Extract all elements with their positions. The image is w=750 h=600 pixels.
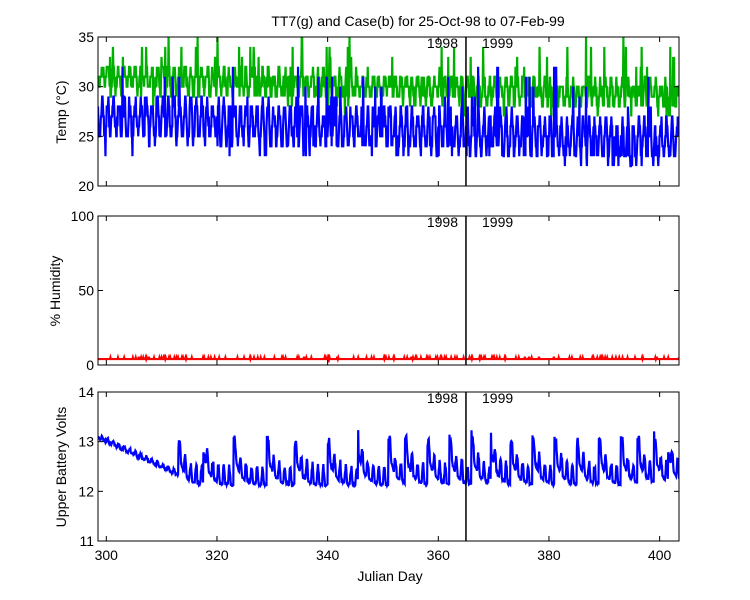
- chart-title: TT7(g) and Case(b) for 25-Oct-98 to 07-F…: [271, 13, 565, 29]
- y-tick-label: 30: [78, 79, 94, 95]
- x-tick-labels: 300 320 340 360 380 400: [95, 547, 672, 563]
- year-label-1998: 1998: [427, 214, 458, 230]
- temp-y-ticks: 20 25 30 35: [78, 29, 679, 194]
- temp-panel: 20 25 30 35 Temp (°C) 1998 1999: [53, 29, 680, 194]
- temp-plot-area: [98, 37, 679, 168]
- temp-y-label: Temp (°C): [53, 80, 69, 143]
- year-label-1999: 1999: [482, 214, 513, 230]
- battery-y-label: Upper Battery Volts: [53, 407, 69, 528]
- series-line: [98, 37, 679, 117]
- temp-axes-frame: [97, 36, 680, 187]
- x-axis-label: Julian Day: [357, 568, 422, 584]
- series-line: [98, 430, 679, 490]
- humidity-plot-area: [98, 353, 679, 364]
- y-tick-label: 11: [79, 533, 94, 549]
- battery-x-ticks: [105, 392, 661, 541]
- y-tick-label: 35: [78, 29, 94, 45]
- humidity-y-label: % Humidity: [47, 256, 63, 327]
- series-line: [98, 353, 679, 364]
- x-tick-label: 320: [205, 547, 229, 563]
- humidity-x-ticks: [105, 216, 661, 365]
- year-label-1999: 1999: [482, 390, 513, 406]
- y-tick-label: 13: [78, 434, 94, 450]
- y-tick-label: 20: [78, 178, 94, 194]
- y-tick-label: 50: [78, 283, 94, 299]
- y-tick-label: 14: [78, 384, 94, 400]
- battery-y-ticks: 11 12 13 14: [78, 384, 679, 549]
- humidity-panel: 0 50 100 % Humidity 1998 1999: [47, 208, 680, 373]
- x-tick-label: 400: [648, 547, 672, 563]
- y-tick-label: 12: [78, 483, 94, 499]
- x-tick-label: 360: [427, 547, 451, 563]
- x-tick-label: 300: [95, 547, 119, 563]
- series-line: [98, 66, 679, 168]
- x-tick-label: 380: [537, 547, 561, 563]
- battery-panel: 11 12 13 14 Upper Battery Volts 1998 1999: [53, 384, 680, 549]
- y-tick-label: 0: [86, 357, 94, 373]
- year-label-1999: 1999: [482, 35, 513, 51]
- y-tick-label: 100: [71, 208, 95, 224]
- year-label-1998: 1998: [427, 35, 458, 51]
- battery-axes-frame: [97, 391, 680, 542]
- humidity-y-ticks: 0 50 100: [71, 208, 679, 373]
- year-label-1998: 1998: [427, 390, 458, 406]
- x-tick-label: 340: [316, 547, 340, 563]
- battery-plot-area: [98, 430, 679, 490]
- humidity-axes-frame: [97, 215, 680, 366]
- temp-x-ticks: [105, 37, 661, 186]
- y-tick-label: 25: [78, 128, 94, 144]
